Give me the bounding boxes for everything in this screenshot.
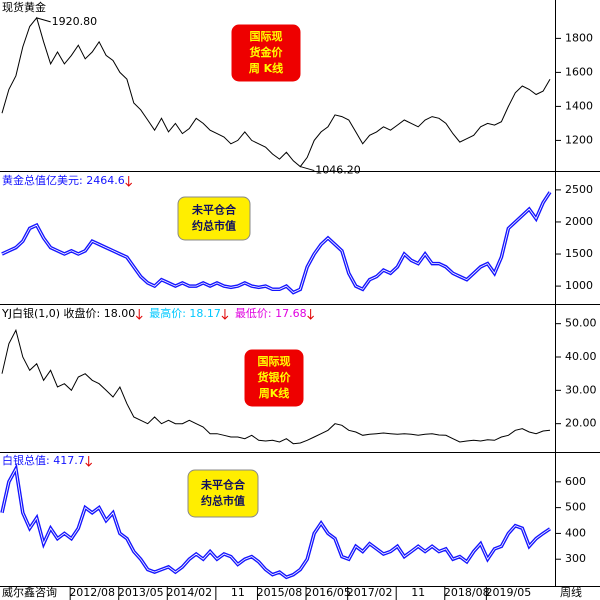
y-tick-label: 400 [565,526,586,539]
down-arrow [85,456,93,467]
label-box-text: 国际现 [258,354,291,368]
panel-title: 黄金总值亿美元: 2464.6 [2,173,125,187]
y-tick-label: 1600 [565,65,593,78]
y-tick-label: 1200 [565,133,593,146]
label-box-text: 周 K线 [249,61,283,75]
panel-subtitle: 最低价: 17.68 [235,307,307,320]
line-highlight [1,191,551,293]
x-tick-label: 2019/05 [486,586,532,599]
label-box-text: 约总市值 [192,219,236,233]
x-tick-label: 2017/02 [347,586,393,599]
line-highlight [1,467,551,578]
x-tick-label: 2013/05 [118,586,164,599]
down-arrow [307,309,314,320]
y-tick-label: 40.00 [565,350,597,363]
panel-subtitle: 最高价: 18.17 [149,306,221,320]
y-tick-label: 30.00 [565,383,597,396]
x-tick-label: 11 [411,586,425,599]
label-box-text: 货金价 [249,45,284,59]
label-box [231,24,301,82]
annotation: 1046.20 [315,164,361,177]
annotation-pointer [300,166,315,172]
label-box [177,196,251,241]
label-box [187,469,259,518]
label-box-text: 周K线 [259,386,290,400]
y-tick-label: 1400 [565,99,593,112]
line [1,16,551,168]
y-tick-label: 1800 [565,31,593,44]
y-tick-label: 20.00 [565,417,597,430]
x-tick-label: 2012/08 [69,586,115,599]
label-box-text: 约总市值 [201,494,245,508]
down-arrow [135,309,143,320]
panel-title: 白银总值: 417.7 [2,453,85,467]
label-box-text: 货银价 [257,370,292,384]
y-tick-label: 1000 [565,279,593,292]
x-tick-label: 11 [231,586,245,599]
y-tick-label: 500 [565,501,586,514]
annotation: 1920.80 [52,15,98,28]
x-tick-label: 2015/08 [257,586,303,599]
y-tick-label: 600 [565,475,586,488]
y-tick-label: 2000 [565,215,593,228]
label-box-text: 未平仓合 [191,203,237,217]
x-axis-left-label: 威尔鑫咨询 [2,585,57,599]
x-tick-label: 2016/05 [305,586,351,599]
label-box-text: 国际现 [250,29,283,43]
y-tick-label: 1500 [565,247,593,260]
annotation-pointer [36,17,51,23]
y-tick-label: 50.00 [565,317,597,330]
label-box [244,349,304,407]
y-tick-label: 2500 [565,183,593,196]
y-tick-label: 300 [565,552,586,565]
down-arrow [125,176,133,187]
panel-title: YJ白银(1,0) 收盘价: 18.00 [1,306,135,320]
panel-title: 现货黄金 [2,0,46,14]
down-arrow [221,309,229,320]
x-tick-label: 2018/08 [444,586,490,599]
line [1,328,551,445]
x-axis-right-label: 周线 [560,585,582,599]
x-tick-label: 2014/02 [166,586,212,599]
label-box-text: 未平仓合 [200,478,246,492]
